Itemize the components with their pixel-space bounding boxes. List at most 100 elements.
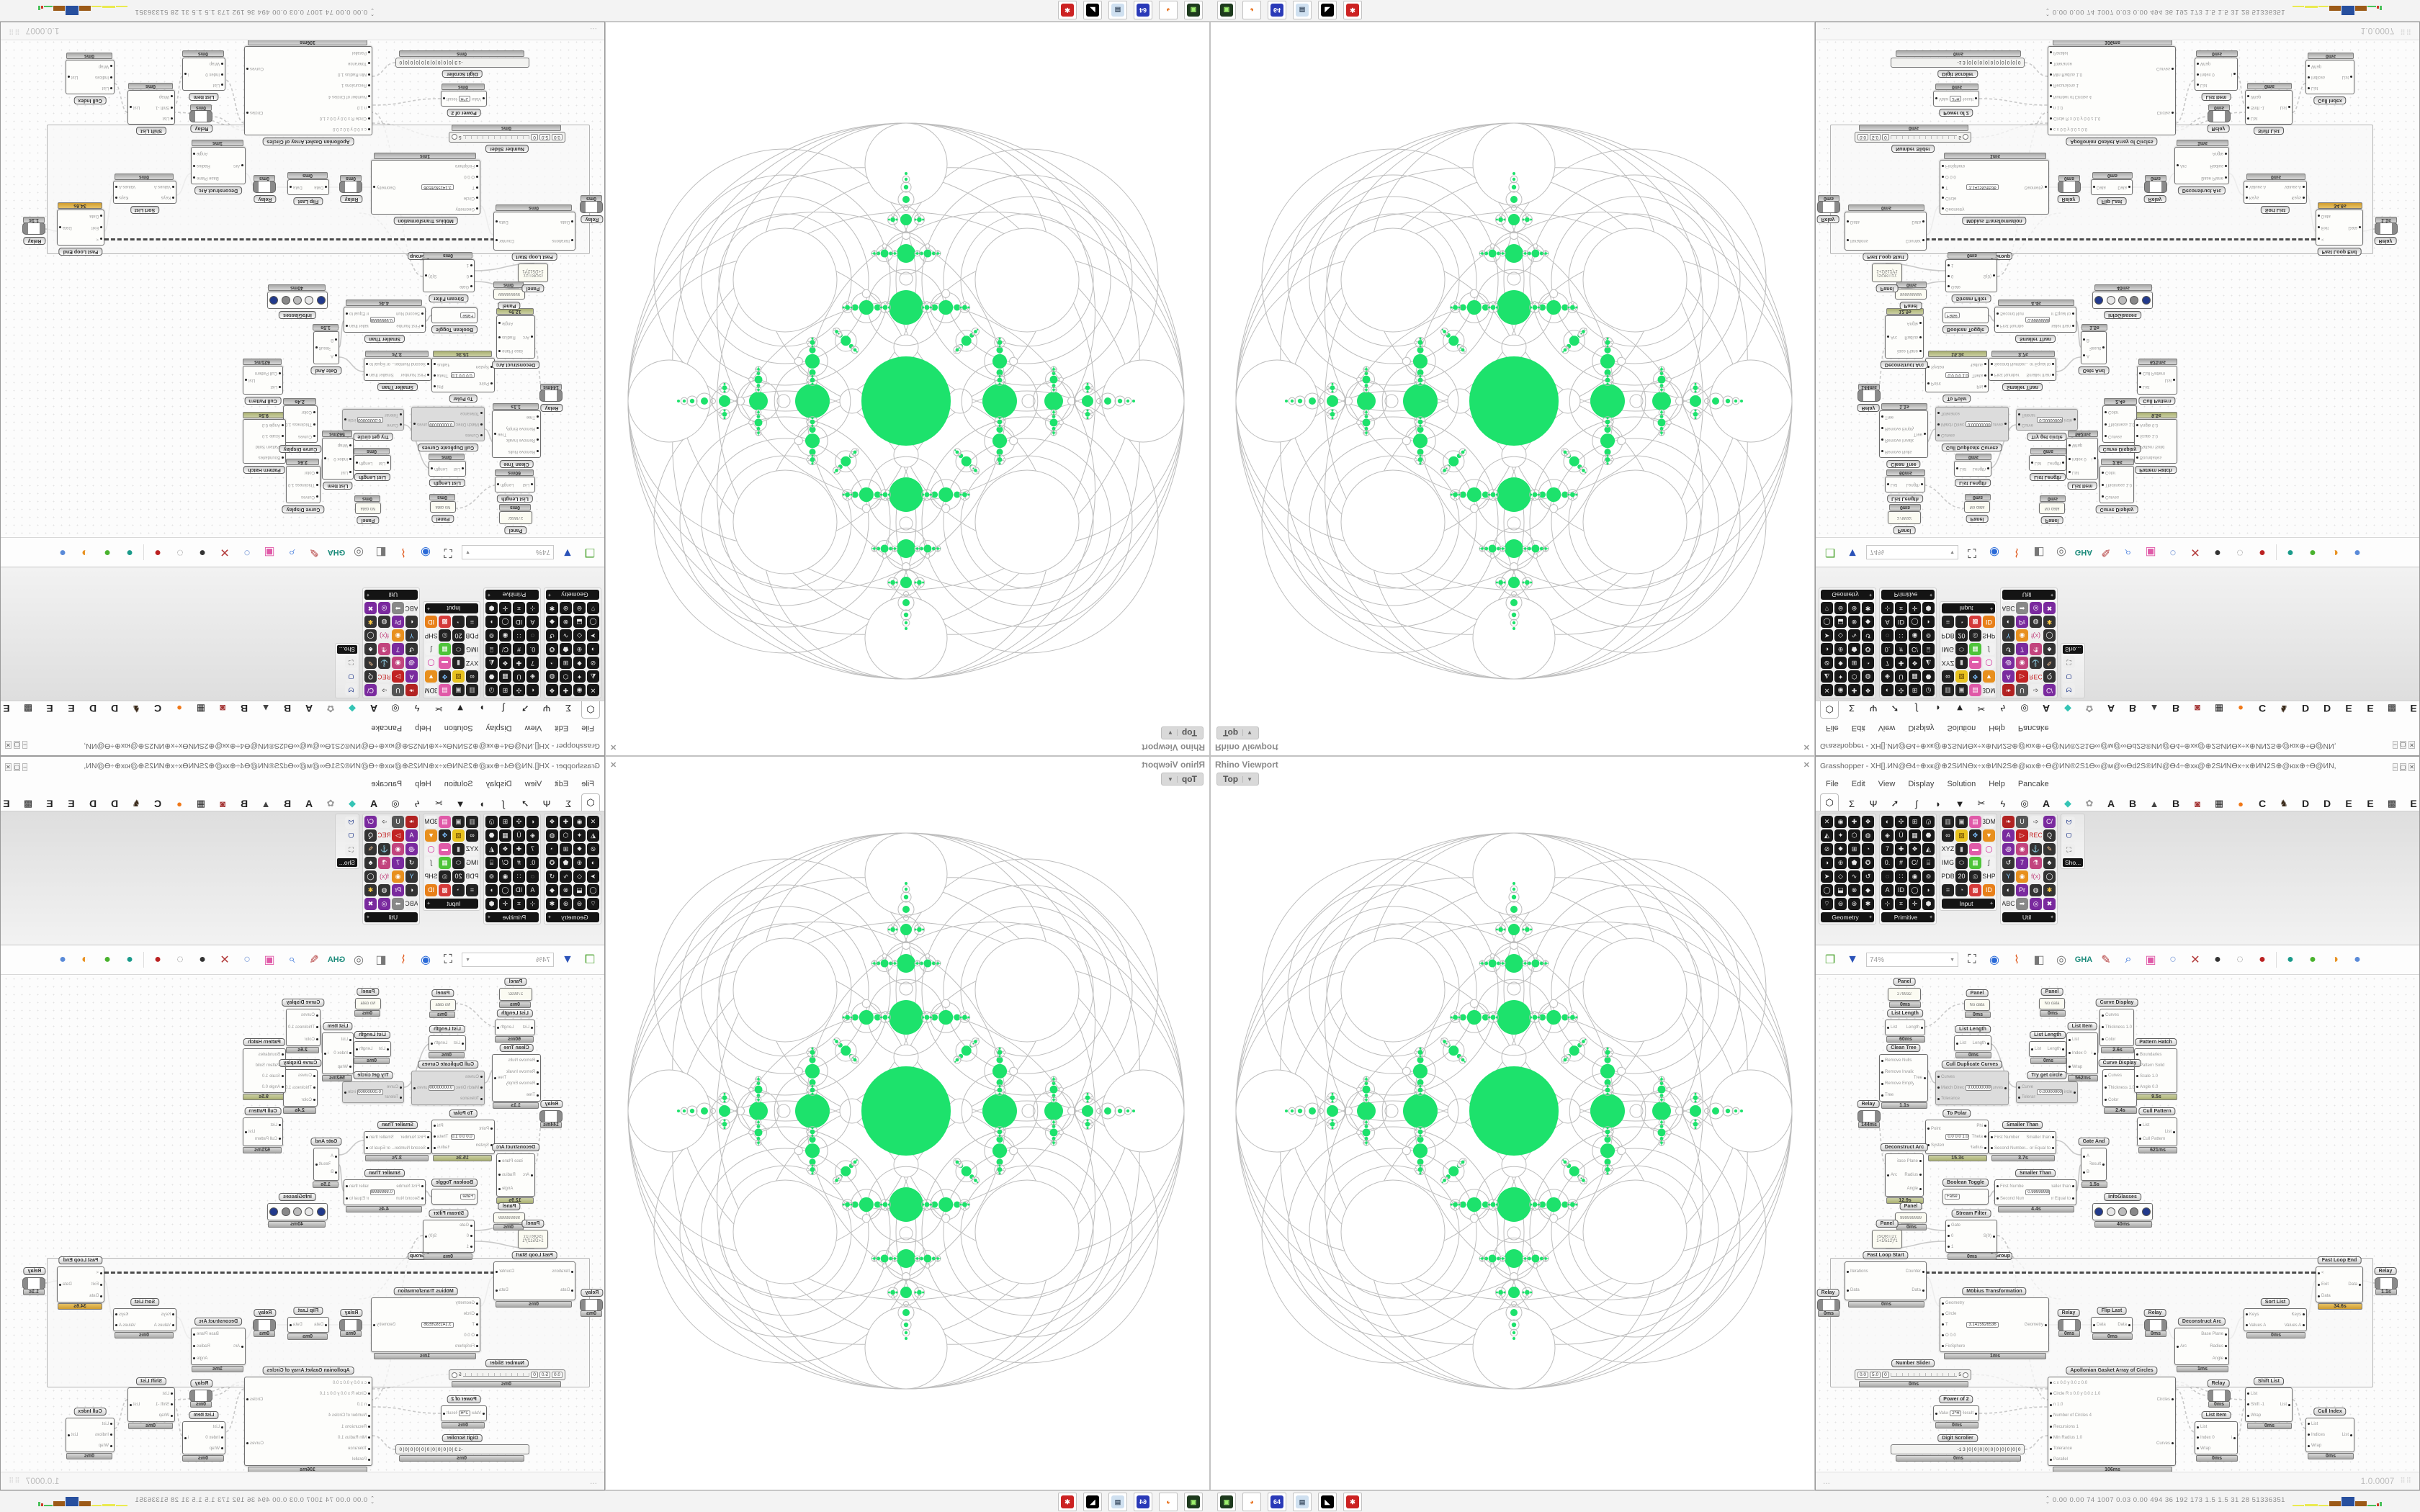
toolbar-icon-8[interactable]: GHA xyxy=(2074,548,2093,557)
component-icon[interactable]: ▣ xyxy=(452,684,465,696)
component-icon[interactable]: ✚ xyxy=(1895,657,1907,669)
component-icon[interactable]: ◶ xyxy=(485,816,498,828)
output-port[interactable] xyxy=(2288,106,2290,109)
output-port[interactable] xyxy=(324,457,326,460)
node-deconstruct-arc[interactable]: Deconstruct Arc Arc Base Plane Radius Angle 1… xyxy=(1880,308,1929,369)
input-port[interactable] xyxy=(480,423,483,426)
component-icon[interactable]: ✛ xyxy=(1909,602,1921,614)
input-param[interactable]: Thickness 1.0 xyxy=(2105,1086,2135,1090)
input-port[interactable] xyxy=(279,1124,281,1126)
input-param[interactable]: Tolerance xyxy=(2050,61,2072,66)
input-param[interactable]: Wrap xyxy=(2308,1444,2321,1448)
component-icon[interactable]: A xyxy=(405,829,418,842)
component-icon[interactable]: ▮ xyxy=(452,843,465,855)
tab-26-icon[interactable]: ▩ xyxy=(23,703,33,714)
output-port[interactable] xyxy=(344,418,346,421)
component-icon[interactable]: SHP xyxy=(425,870,437,883)
component-icon[interactable]: ◭ xyxy=(1821,670,1833,683)
component-icon[interactable]: 0. xyxy=(526,857,539,869)
node-curve-display[interactable]: Curve Display Curves Thickness 1.0 Color 2.6… xyxy=(2095,459,2138,513)
output-port[interactable] xyxy=(346,325,348,327)
tab-18-icon[interactable]: ▦ xyxy=(2214,798,2224,809)
output-port[interactable] xyxy=(2052,374,2054,376)
input-port[interactable] xyxy=(1881,1082,1883,1085)
digit-cell[interactable]: 0 xyxy=(2016,1446,2022,1452)
node-relay[interactable]: Relay 0ms xyxy=(1816,1289,1840,1317)
component-icon[interactable]: ◐ xyxy=(1881,684,1894,696)
component-icon[interactable]: ⬟ xyxy=(560,857,572,869)
input-port[interactable] xyxy=(480,412,483,415)
component-body[interactable]: List Index 0 Wrap i xyxy=(322,438,354,480)
toolbar-icon-1[interactable]: ▼ xyxy=(562,953,573,966)
input-param[interactable]: Index 0 xyxy=(2197,72,2215,76)
tab-23-letter-D[interactable]: D xyxy=(89,703,97,714)
component-icon[interactable]: ⌗ xyxy=(1895,602,1907,614)
toolbar-icon-13[interactable]: ✕ xyxy=(220,546,230,558)
digit-cell[interactable]: 0 xyxy=(1999,60,2006,66)
component-icon[interactable]: ᗢ xyxy=(345,816,357,829)
menu-edit[interactable]: Edit xyxy=(1851,724,1865,732)
input-param[interactable]: Point xyxy=(479,382,493,386)
input-port[interactable] xyxy=(427,374,429,376)
node-relay[interactable]: Relay 0ms xyxy=(1816,195,1840,223)
output-param[interactable]: Length xyxy=(2048,1047,2064,1051)
component-icon[interactable]: Pr xyxy=(2016,884,2028,896)
output-param[interactable]: Circles xyxy=(2157,1398,2174,1402)
output-port[interactable] xyxy=(496,1270,498,1273)
input-param[interactable]: Boundaries xyxy=(259,1053,284,1057)
input-param[interactable]: Exit xyxy=(2318,225,2329,230)
component-icon[interactable]: REC xyxy=(2030,829,2042,842)
node-panel[interactable]: Panel 279932 0ms xyxy=(498,504,532,534)
output-param[interactable]: Circles xyxy=(2157,111,2174,115)
component-icon[interactable]: ◗ xyxy=(485,616,498,628)
component-icon[interactable]: ▣ xyxy=(1955,816,1968,828)
component-icon[interactable]: ◐ xyxy=(526,684,539,696)
output-port[interactable] xyxy=(2172,1398,2174,1400)
input-port[interactable] xyxy=(2136,1086,2138,1088)
node-list-length[interactable]: List Length List Length 0ms xyxy=(429,454,466,487)
output-port[interactable] xyxy=(2062,462,2064,464)
component-icon[interactable]: ⬭ xyxy=(1955,643,1968,655)
component-icon[interactable]: ⊹ xyxy=(526,602,539,614)
input-param[interactable]: Second Number xyxy=(396,312,424,316)
component-icon[interactable]: ID xyxy=(513,616,525,628)
input-port[interactable] xyxy=(368,1436,370,1439)
node-relay[interactable]: Relay 144ms xyxy=(539,1100,563,1128)
close-icon[interactable]: ✕ xyxy=(610,742,617,752)
input-param[interactable]: Match Direction xyxy=(1937,422,1964,426)
tab-20-letter-C[interactable]: C xyxy=(153,798,162,809)
component-icon[interactable]: ➩ xyxy=(378,816,390,828)
value-box[interactable]: 0.0000000001 xyxy=(2037,417,2063,423)
palette-group-label[interactable]: Input ✦ xyxy=(1942,603,1995,613)
tab-5-icon[interactable]: ◗ xyxy=(479,703,485,714)
component-icon[interactable]: ᗢ xyxy=(2063,683,2075,696)
value-box[interactable]: 0.999999999 xyxy=(2025,1189,2050,1195)
component-body[interactable]: Boundaries Pattern Solid Scale 1.0 Angle 0.… xyxy=(243,419,286,464)
tab-23-letter-D[interactable]: D xyxy=(2323,703,2331,714)
component-icon[interactable]: ▬ xyxy=(1969,843,1981,855)
component-body[interactable]: Iterations Data Counter Data xyxy=(1845,212,1927,251)
component-icon[interactable]: ◔ xyxy=(1862,843,1874,855)
output-param[interactable]: Keys xyxy=(115,1313,128,1317)
toolbar-icon-7[interactable]: ◎ xyxy=(2056,954,2066,966)
input-port[interactable] xyxy=(2136,1053,2138,1056)
output-port[interactable] xyxy=(496,239,498,242)
component-icon[interactable]: ◉ xyxy=(573,816,586,828)
node-panel[interactable]: Panel 999999999 0ms xyxy=(493,282,525,310)
toolbar-icon-0[interactable]: ❐ xyxy=(1824,546,1836,558)
component-icon[interactable]: ◉ xyxy=(499,870,511,883)
component-icon[interactable]: IMG xyxy=(1942,643,1954,655)
output-port[interactable] xyxy=(431,1042,433,1045)
component-icon[interactable]: ◉ xyxy=(1909,870,1921,883)
input-param[interactable]: Geometry xyxy=(456,207,478,211)
input-param[interactable]: Thickness 1.0 xyxy=(288,1025,318,1030)
input-port[interactable] xyxy=(476,1334,478,1337)
rhino-canvas[interactable] xyxy=(1211,790,1814,1489)
input-port[interactable] xyxy=(172,1313,174,1315)
component-icon[interactable]: ✖ xyxy=(364,602,377,614)
input-port[interactable] xyxy=(2247,95,2249,98)
tab-6-icon[interactable]: ▼ xyxy=(1955,703,1965,714)
component-body[interactable]: Keys Values A Keys Values A xyxy=(2244,181,2307,204)
maximize-button[interactable]: ▢ xyxy=(2399,741,2407,749)
